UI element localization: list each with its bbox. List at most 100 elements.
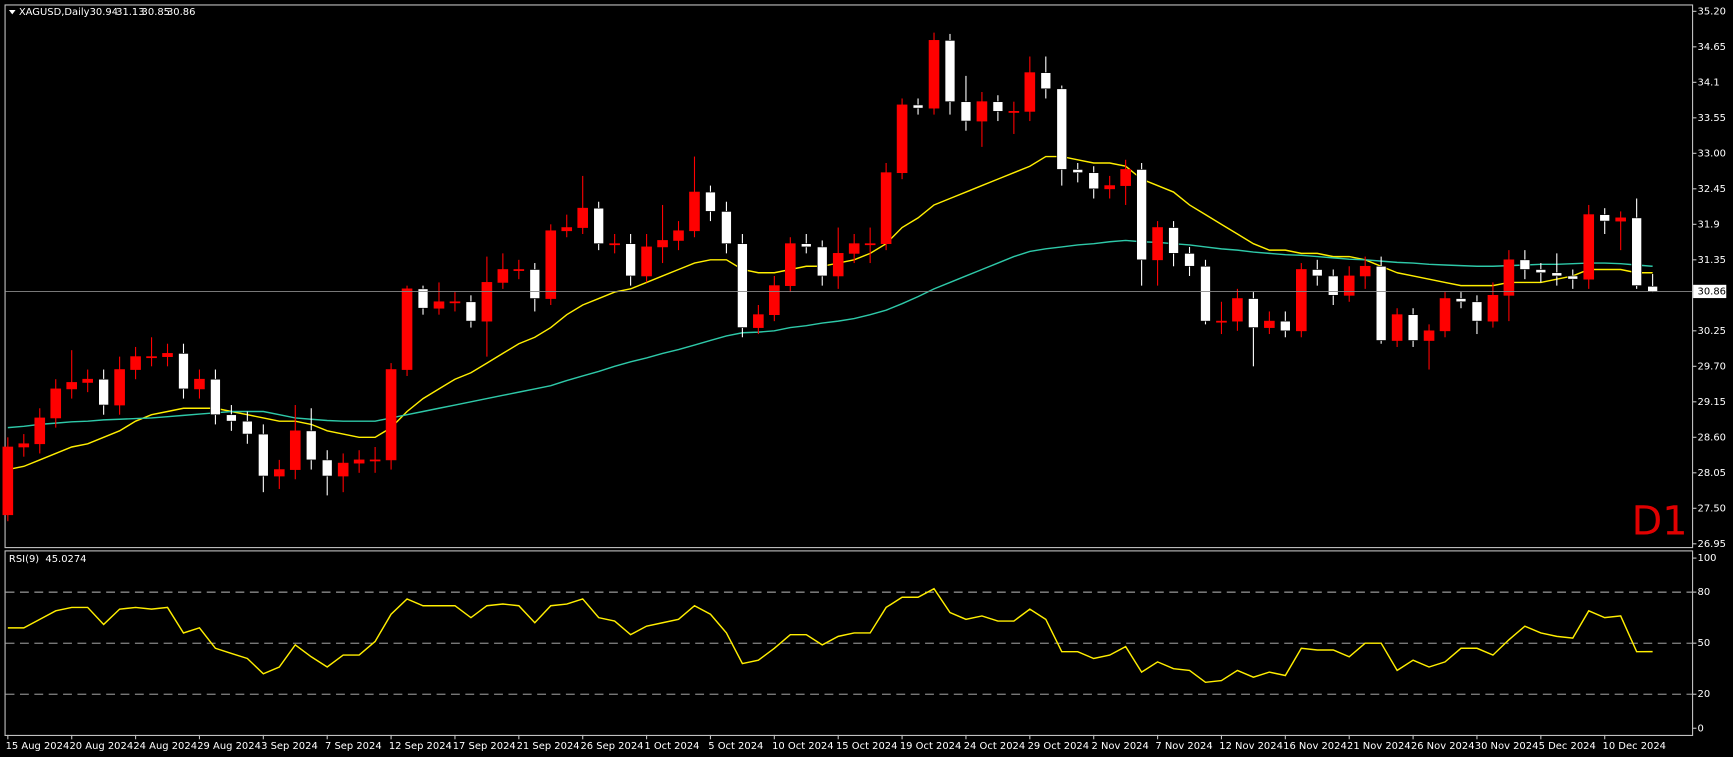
x-tick-label: 24 Aug 2024 (133, 741, 197, 752)
candle-body (337, 462, 349, 477)
candle-body (1136, 169, 1147, 261)
x-tick-label: 5 Oct 2024 (708, 741, 763, 752)
x-tick-label: 3 Sep 2024 (261, 741, 318, 752)
x-tick-label: 5 Dec 2024 (1539, 741, 1596, 752)
x-tick-label: 20 Aug 2024 (69, 741, 133, 752)
candle-body (816, 246, 828, 277)
candle-body (769, 285, 780, 316)
candle-body (1455, 298, 1467, 303)
candle-body (561, 227, 573, 232)
candle-body (1296, 269, 1307, 332)
candle-body (2, 446, 14, 516)
candle-body (912, 104, 924, 109)
candle-body (1359, 265, 1371, 277)
x-tick-label: 26 Sep 2024 (580, 741, 643, 752)
header-low: 30.85 (142, 7, 170, 18)
indicator-line (7, 587, 1653, 684)
candle-body (657, 240, 668, 248)
candle-body (784, 243, 796, 286)
x-tick-label: 12 Nov 2024 (1219, 741, 1283, 752)
candle-body (976, 101, 988, 122)
candle-body (1311, 269, 1323, 277)
y-tick-label: 34.65 (1698, 42, 1726, 53)
candle-body (1615, 217, 1626, 222)
candle-body (721, 211, 732, 245)
y-tick-label: 28.05 (1698, 468, 1726, 479)
candle-body (1327, 275, 1339, 296)
candle-body (305, 430, 317, 461)
header-open: 30.94 (90, 7, 118, 18)
candle-body (673, 230, 684, 241)
candle-body (880, 172, 892, 245)
candle-body (1008, 111, 1020, 113)
candle-body (66, 382, 78, 390)
candle-body (497, 269, 509, 283)
candle-body (609, 243, 620, 246)
candle-body (1056, 88, 1068, 170)
candle-body (289, 430, 301, 470)
rsi-title: RSI(9) (9, 554, 39, 565)
candle-body (848, 243, 860, 254)
candle-body (321, 459, 333, 477)
candle-body (1152, 227, 1163, 261)
candle-body (1264, 320, 1275, 328)
y-tick-label: 29.70 (1698, 361, 1726, 372)
candle-body (545, 230, 557, 299)
candle-body (1168, 227, 1179, 254)
candle-body (529, 269, 541, 299)
candle-body (18, 443, 30, 448)
x-tick-label: 19 Oct 2024 (900, 741, 961, 752)
candle-body (146, 356, 157, 359)
candle-body (1343, 275, 1355, 296)
candle-body (928, 40, 940, 109)
candle-body (1072, 169, 1084, 174)
x-tick-label: 29 Oct 2024 (1028, 741, 1089, 752)
candle-body (433, 301, 445, 309)
candle-body (832, 253, 844, 277)
x-tick-label: 30 Nov 2024 (1475, 741, 1539, 752)
y-tick-label: 29.15 (1698, 397, 1726, 408)
candle-body (1551, 272, 1563, 277)
candle-body (1519, 259, 1531, 270)
candle-body (864, 243, 876, 246)
candle-body (1535, 269, 1547, 274)
x-tick-label: 7 Nov 2024 (1155, 741, 1212, 752)
candle-body (1503, 259, 1515, 296)
y-tick-label: 0 (1698, 723, 1704, 734)
candle-body (98, 378, 109, 406)
x-tick-label: 15 Aug 2024 (6, 741, 70, 752)
candle-body (130, 356, 141, 370)
y-tick-label: 33.55 (1698, 113, 1726, 124)
candle-body (178, 353, 189, 390)
x-tick-label: 1 Oct 2024 (644, 741, 699, 752)
timeframe-label: D1 (1632, 498, 1688, 544)
x-tick-label: 15 Oct 2024 (836, 741, 897, 752)
y-tick-label: 50 (1698, 638, 1711, 649)
candle-body (1088, 172, 1100, 190)
x-tick-label: 21 Nov 2024 (1347, 741, 1411, 752)
indicator-line (7, 155, 1653, 471)
y-tick-label: 30.25 (1698, 326, 1726, 337)
candle-body (1104, 185, 1115, 190)
candle-body (577, 207, 589, 228)
candle-body (1423, 330, 1435, 341)
y-tick-label: 80 (1698, 587, 1711, 598)
rsi-value: 45.0274 (45, 554, 86, 565)
x-tick-label: 10 Dec 2024 (1603, 741, 1666, 752)
candle-body (449, 301, 461, 304)
menu-triangle (8, 9, 16, 15)
current-price-label: 30.86 (1698, 286, 1726, 297)
candle-body (162, 353, 173, 357)
candle-body (1232, 298, 1243, 322)
candle-body (1599, 214, 1611, 222)
candle-body (1120, 169, 1131, 186)
y-tick-label: 100 (1698, 553, 1717, 564)
y-tick-label: 27.50 (1698, 503, 1726, 514)
candle-body (944, 40, 956, 103)
candle-body (960, 101, 972, 122)
candle-body (258, 433, 269, 477)
y-tick-label: 20 (1698, 689, 1711, 700)
candle-body (1375, 265, 1387, 341)
